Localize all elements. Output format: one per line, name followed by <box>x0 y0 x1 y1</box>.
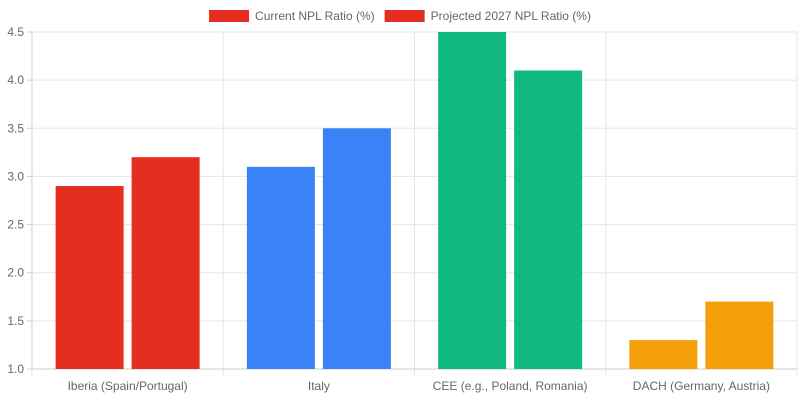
x-tick-label: Iberia (Spain/Portugal) <box>68 379 188 393</box>
y-tick-label: 1.0 <box>7 362 24 376</box>
axes: 1.0 1.5 2.0 2.5 3.0 3.5 4.0 4.5 Iberia (Spain/Po… <box>7 25 797 393</box>
bar-current-0[interactable] <box>55 186 124 369</box>
x-tick-label: Italy <box>308 379 330 393</box>
y-tick-label: 3.5 <box>7 121 24 135</box>
legend-label: Current NPL Ratio (%) <box>255 9 375 23</box>
y-tick-label: 2.0 <box>7 266 24 280</box>
y-tick-label: 4.5 <box>7 25 24 39</box>
x-tick-label: DACH (Germany, Austria) <box>633 379 770 393</box>
bar-projected-2[interactable] <box>514 70 583 369</box>
y-tick-label: 1.5 <box>7 314 24 328</box>
y-tick-label: 2.5 <box>7 218 24 232</box>
legend[interactable]: Current NPL Ratio (%) Projected 2027 NPL … <box>209 9 591 23</box>
y-tick-label: 3.0 <box>7 169 24 183</box>
bar-projected-1[interactable] <box>322 128 391 369</box>
legend-label: Projected 2027 NPL Ratio (%) <box>431 9 591 23</box>
legend-swatch <box>384 10 425 22</box>
bars <box>55 32 774 369</box>
bar-current-2[interactable] <box>438 32 507 369</box>
bar-current-1[interactable] <box>246 166 315 369</box>
legend-swatch <box>209 10 250 22</box>
bar-projected-0[interactable] <box>131 157 200 369</box>
bar-projected-3[interactable] <box>705 301 774 369</box>
bar-current-3[interactable] <box>629 340 698 369</box>
y-tick-label: 4.0 <box>7 73 24 87</box>
legend-item-current[interactable]: Current NPL Ratio (%) <box>209 9 375 23</box>
x-tick-label: CEE (e.g., Poland, Romania) <box>433 379 588 393</box>
legend-item-projected[interactable]: Projected 2027 NPL Ratio (%) <box>384 9 591 23</box>
